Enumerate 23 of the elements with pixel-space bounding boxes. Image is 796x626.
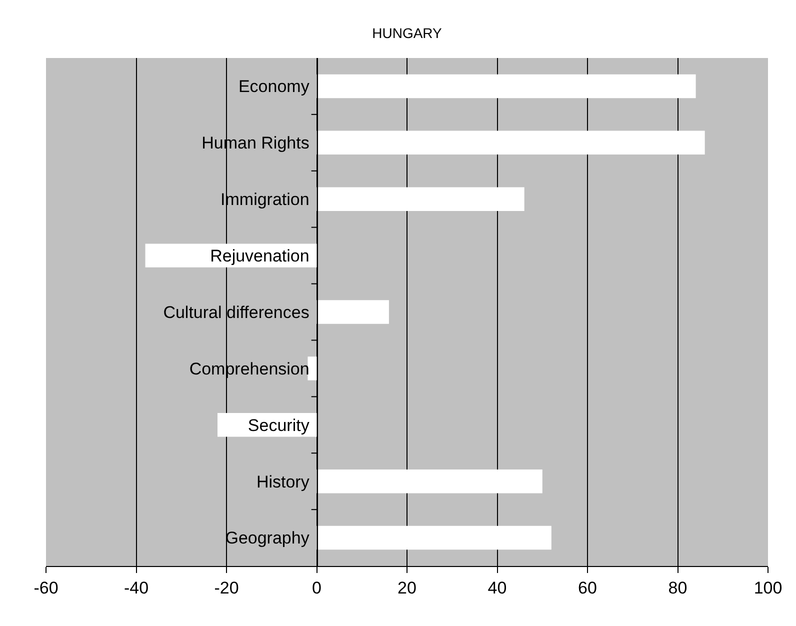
x-tick-label: 40 (488, 578, 507, 598)
y-tick-label: History (256, 472, 310, 492)
x-tick-label: -20 (214, 578, 239, 598)
bar (316, 300, 389, 324)
y-tick-label: Rejuvenation (210, 246, 310, 266)
y-tick-label: Geography (225, 528, 310, 548)
chart-title: HUNGARY (372, 24, 443, 41)
x-tick-label: -60 (34, 578, 58, 598)
x-tick-label: 60 (578, 578, 597, 598)
bar (316, 187, 524, 211)
bar (316, 526, 552, 550)
x-tick-label: 20 (398, 578, 416, 598)
x-tick-label: 0 (312, 578, 322, 598)
bar (308, 356, 317, 380)
y-tick-label: Economy (238, 77, 310, 96)
x-tick-label: -40 (124, 578, 149, 598)
y-tick-label: Security (248, 416, 310, 435)
bar (316, 469, 542, 494)
y-tick-label: Cultural differences (163, 302, 310, 322)
x-tick-label: 100 (754, 578, 782, 598)
x-tick-label: 80 (668, 578, 688, 598)
bar (316, 74, 696, 98)
bar (316, 130, 705, 155)
